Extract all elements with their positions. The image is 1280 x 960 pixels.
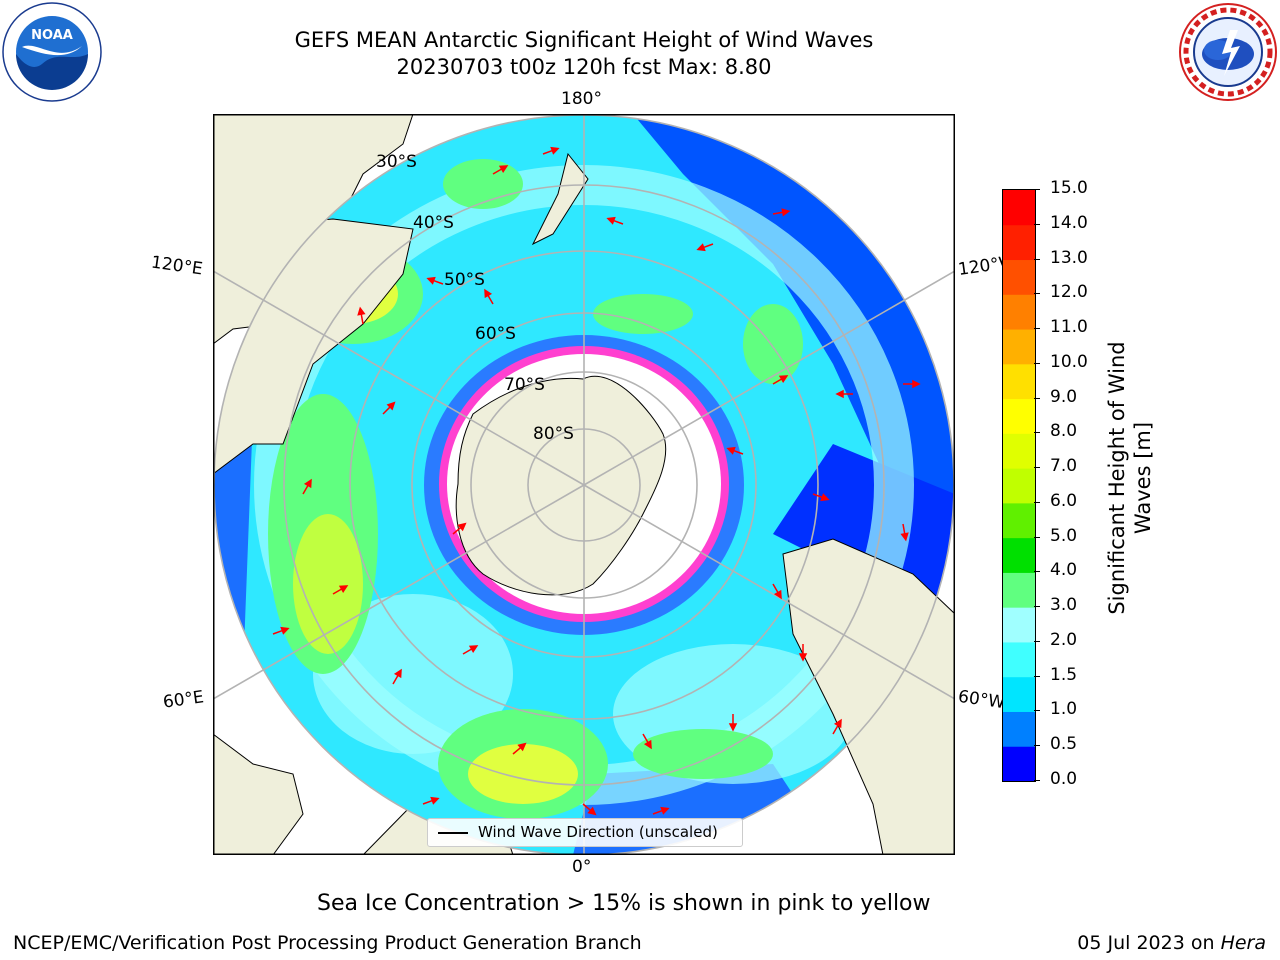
colorbar-tick-mark: [1034, 640, 1040, 642]
national-weather-service-logo: [1178, 2, 1278, 102]
colorbar-tick-mark: [1034, 536, 1040, 538]
colorbar-tick-mark: [1034, 571, 1040, 573]
colorbar-tick-label: 15.0: [1050, 178, 1088, 198]
polar-map: [212, 114, 956, 856]
colorbar-tick-label: 5.0: [1050, 525, 1078, 546]
colorbar-swatch: [1003, 224, 1035, 261]
wave-direction-arrows: [272, 146, 921, 816]
colorbar-swatch: [1003, 259, 1035, 295]
colorbar-swatch: [1003, 607, 1035, 643]
sea-ice-note: Sea Ice Concentration > 15% is shown in …: [317, 891, 931, 916]
lat-label-30s: 30°S: [376, 152, 417, 172]
lon-label-120e: 120°E: [149, 252, 204, 280]
colorbar-tick-label: 8.0: [1050, 421, 1078, 442]
colorbar-tick-label: 3.0: [1050, 595, 1078, 616]
colorbar-tick-mark: [1034, 501, 1040, 503]
footer-host: Hera: [1220, 932, 1266, 954]
noaa-logo-text: NOAA: [31, 28, 73, 43]
colorbar-tick-label: 0.5: [1050, 734, 1078, 755]
footer-branch: NCEP/EMC/Verification Post Processing Pr…: [13, 932, 642, 954]
colorbar-label-text: Significant Height of Wind Waves [m]: [1105, 341, 1155, 615]
lat-label-70s: 70°S: [504, 375, 545, 395]
map-frame: [213, 114, 955, 855]
colorbar-tick-mark: [1034, 745, 1040, 747]
colorbar-tick-label: 1.5: [1050, 664, 1078, 685]
footer-date-text: 05 Jul 2023 on: [1077, 932, 1221, 954]
chart-subtitle: 20230703 t00z 120h fcst Max: 8.80: [396, 55, 772, 79]
colorbar-swatch: [1003, 294, 1035, 330]
colorbar-tick-mark: [1034, 780, 1040, 781]
colorbar-tick-label: 6.0: [1050, 490, 1078, 511]
legend-line-swatch: [438, 832, 468, 834]
colorbar-tick-label: 10.0: [1050, 351, 1088, 372]
colorbar-tick-mark: [1034, 293, 1040, 295]
colorbar-swatches: [1003, 190, 1035, 782]
colorbar-tick-label: 0.0: [1050, 769, 1078, 789]
colorbar-swatch: [1003, 398, 1035, 434]
lat-label-60s: 60°S: [475, 324, 516, 344]
colorbar: [1002, 189, 1036, 782]
legend-label: Wind Wave Direction (unscaled): [478, 823, 718, 841]
lon-label-180: 180°: [561, 89, 602, 109]
colorbar-tick-mark: [1034, 328, 1040, 330]
colorbar-tick-mark: [1034, 189, 1040, 190]
colorbar-tick-label: 14.0: [1050, 212, 1088, 233]
lat-label-40s: 40°S: [413, 213, 454, 233]
lon-label-60e: 60°E: [161, 687, 206, 713]
chart-title: GEFS MEAN Antarctic Significant Height o…: [294, 28, 874, 52]
colorbar-tick-mark: [1034, 606, 1040, 608]
lat-label-80s: 80°S: [533, 424, 574, 444]
colorbar-swatch: [1003, 641, 1035, 678]
colorbar-swatch: [1003, 746, 1035, 782]
colorbar-swatch: [1003, 572, 1035, 608]
colorbar-tick-mark: [1034, 397, 1040, 399]
colorbar-tick-mark: [1034, 362, 1040, 364]
colorbar-tick-label: 13.0: [1050, 247, 1088, 268]
colorbar-swatch: [1003, 502, 1035, 539]
colorbar-tick-label: 4.0: [1050, 560, 1078, 581]
colorbar-tick-label: 12.0: [1050, 282, 1088, 303]
colorbar-label: Significant Height of Wind Waves [m]: [1104, 278, 1156, 678]
map-panel: [212, 114, 956, 856]
colorbar-tick-label: 2.0: [1050, 629, 1078, 650]
lon-label-60w: 60°W: [956, 686, 1007, 714]
colorbar-swatch: [1003, 468, 1035, 504]
colorbar-tick-mark: [1034, 432, 1040, 434]
colorbar-tick-label: 7.0: [1050, 456, 1078, 477]
colorbar-tick-mark: [1034, 223, 1040, 225]
colorbar-swatch: [1003, 363, 1035, 400]
colorbar-tick-label: 1.0: [1050, 699, 1078, 720]
footer-date: 05 Jul 2023 on Hera: [1077, 932, 1266, 954]
colorbar-swatch: [1003, 537, 1035, 573]
colorbar-tick-mark: [1034, 467, 1040, 469]
lat-label-50s: 50°S: [444, 270, 485, 290]
noaa-logo: NOAA: [2, 2, 102, 102]
lon-label-0: 0°: [572, 857, 592, 877]
colorbar-tick-mark: [1034, 675, 1040, 677]
colorbar-swatch: [1003, 190, 1035, 226]
colorbar-swatch: [1003, 711, 1035, 747]
colorbar-tick-label: 9.0: [1050, 386, 1078, 407]
colorbar-tick-mark: [1034, 710, 1040, 712]
colorbar-tick-label: 11.0: [1050, 317, 1088, 338]
colorbar-swatch: [1003, 329, 1035, 365]
colorbar-ticks: 0.0 0.5 1.0 1.5 2.0 3.0 4.0 5.0 6.0 7.0 8.0 9.0 10.0…: [1034, 178, 1094, 789]
colorbar-swatch: [1003, 433, 1035, 469]
colorbar-swatch: [1003, 676, 1035, 712]
colorbar-tick-mark: [1034, 258, 1040, 260]
map-legend: Wind Wave Direction (unscaled): [427, 818, 743, 847]
